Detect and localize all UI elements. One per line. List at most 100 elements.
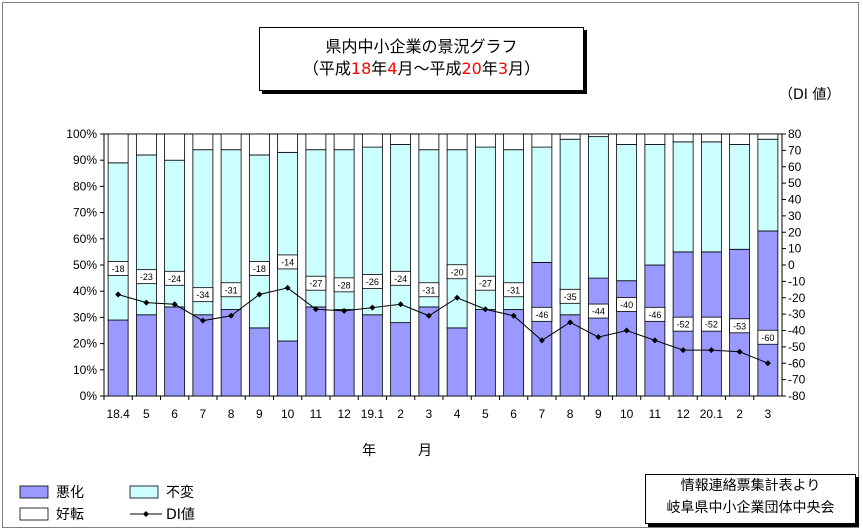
di-data-label: -52 [673, 317, 693, 331]
bar-better [334, 134, 354, 150]
right-axis-tick-label: 30 [788, 209, 802, 223]
bar-worse [108, 320, 128, 396]
di-data-label-text: -40 [620, 300, 633, 310]
left-axis-tick-label: 40% [73, 284, 97, 298]
di-data-label: -60 [758, 330, 778, 344]
subtitle-part: （平成 [303, 59, 351, 78]
right-axis-tick-label: 10 [788, 242, 802, 256]
di-data-label-text: -60 [761, 333, 774, 343]
right-axis-tick-label: -80 [788, 389, 806, 403]
bar-worse [249, 328, 269, 396]
legend-swatch-better [20, 508, 48, 520]
di-data-label-text: -44 [592, 307, 605, 317]
legend-layer: 悪化 不変好転 DI値 [20, 484, 195, 523]
bar-better [419, 134, 439, 150]
x-axis-tick-label: 7 [200, 407, 207, 421]
subtitle-part: 年 [371, 59, 387, 78]
x-axis-tick-label: 9 [595, 407, 602, 421]
bar-better [249, 134, 269, 155]
di-data-label-text: -24 [394, 274, 407, 284]
bar-worse [362, 315, 382, 396]
bar-better [617, 134, 637, 144]
x-axis-tick-label: 18.4 [106, 407, 130, 421]
x-axis-tick-label: 12 [676, 407, 690, 421]
bar-worse [447, 328, 467, 396]
x-axis-tick-label: 8 [228, 407, 235, 421]
bar-better [673, 134, 693, 142]
bar-better [645, 134, 665, 144]
di-series-line [118, 288, 768, 363]
legend-label-worse: 悪化 [56, 485, 84, 501]
bar-same [532, 147, 552, 262]
x-axis-tick-label: 5 [143, 407, 150, 421]
x-axis-tick-label: 2 [736, 407, 743, 421]
bar-worse [532, 262, 552, 396]
di-data-label: -46 [532, 307, 552, 321]
bar-better [758, 134, 778, 139]
di-data-label: -35 [560, 289, 580, 303]
di-data-label-text: -28 [338, 280, 351, 290]
bar-better [391, 134, 411, 144]
bar-better [165, 134, 185, 160]
bar-worse [278, 341, 298, 396]
di-data-label: -23 [136, 270, 156, 284]
x-axis-tick-label: 11 [310, 407, 323, 421]
di-data-label: -46 [645, 307, 665, 321]
di-data-label-text: -35 [564, 292, 577, 302]
bar-worse [391, 323, 411, 396]
bar-same [645, 144, 665, 265]
di-data-label: -28 [334, 278, 354, 292]
bar-same [362, 147, 382, 315]
right-axis-tick-label: 20 [788, 225, 802, 239]
di-data-label-text: -53 [733, 321, 746, 331]
x-axis-tick-label: 20.1 [700, 407, 724, 421]
left-axis-tick-label: 70% [73, 206, 97, 220]
x-axis-label: 年 月 [362, 440, 446, 460]
di-data-label: -44 [588, 304, 608, 318]
di-data-label-text: -31 [225, 285, 238, 295]
right-axis-tick-label: 50 [788, 176, 802, 190]
di-data-label-text: -46 [648, 310, 661, 320]
legend-label-di: DI値 [166, 507, 195, 523]
right-axis-unit: （DI 値） [779, 84, 840, 104]
bar-same [278, 152, 298, 341]
di-data-label-text: -27 [479, 279, 492, 289]
bar-better [532, 134, 552, 147]
subtitle-part: 18 [351, 59, 371, 78]
bar-better [278, 134, 298, 152]
di-data-label-text: -52 [705, 320, 718, 330]
bar-same [758, 139, 778, 231]
x-axis-tick-label: 6 [510, 407, 517, 421]
left-axis-tick-label: 80% [73, 179, 97, 193]
di-data-label-text: -18 [253, 264, 266, 274]
bar-better [221, 134, 241, 150]
left-axis-tick-label: 10% [73, 363, 97, 377]
bar-same [730, 144, 750, 249]
di-data-label: -24 [165, 271, 185, 285]
bar-worse [306, 307, 326, 396]
bar-same [617, 144, 637, 280]
bar-better [701, 134, 721, 142]
right-axis-tick-label: -10 [788, 274, 806, 288]
subtitle-part: 4 [387, 59, 397, 78]
bar-better [193, 134, 213, 150]
di-data-label: -52 [701, 317, 721, 331]
di-data-label-text: -23 [140, 272, 153, 282]
bar-better [306, 134, 326, 150]
di-data-label: -24 [391, 271, 411, 285]
right-axis-tick-label: -30 [788, 307, 806, 321]
bar-better [560, 134, 580, 139]
left-axis-tick-label: 0% [80, 389, 98, 403]
di-data-label: -27 [475, 276, 495, 290]
chart-subtitle: （平成18年4月～平成20年3月） [260, 58, 583, 80]
di-data-label: -20 [447, 265, 467, 279]
x-axis-tick-label: 19.1 [361, 407, 385, 421]
bar-better [588, 134, 608, 137]
x-axis-tick-label: 11 [649, 407, 662, 421]
di-data-label: -31 [221, 283, 241, 297]
bar-worse [136, 315, 156, 396]
di-data-label: -31 [419, 283, 439, 297]
di-data-label-text: -27 [309, 279, 322, 289]
chart-title-box: 県内中小企業の景況グラフ （平成18年4月～平成20年3月） [259, 27, 584, 91]
x-axis-tick-label: 7 [539, 407, 546, 421]
